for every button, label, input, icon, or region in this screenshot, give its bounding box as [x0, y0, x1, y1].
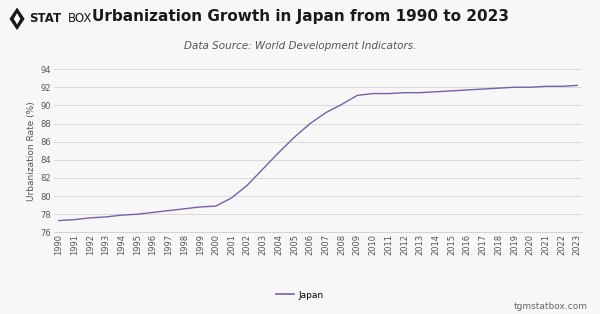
Text: tgmstatbox.com: tgmstatbox.com — [514, 302, 588, 311]
Japan — [71, 218, 78, 222]
Japan — [448, 89, 455, 93]
Text: Data Source: World Development Indicators.: Data Source: World Development Indicator… — [184, 41, 416, 51]
Polygon shape — [14, 13, 20, 24]
Japan — [149, 210, 157, 214]
Japan — [401, 91, 408, 95]
Japan — [558, 84, 565, 88]
Japan — [464, 88, 471, 92]
Japan — [370, 92, 377, 95]
Japan — [134, 212, 141, 216]
Japan — [416, 91, 424, 95]
Japan — [259, 167, 266, 171]
Japan — [527, 85, 534, 89]
Japan — [432, 90, 439, 94]
Text: BOX: BOX — [68, 12, 92, 25]
Japan — [212, 204, 220, 208]
Japan — [479, 87, 487, 91]
Japan — [495, 86, 502, 90]
Text: Urbanization Growth in Japan from 1990 to 2023: Urbanization Growth in Japan from 1990 t… — [91, 9, 509, 24]
Japan — [291, 135, 298, 139]
Japan — [385, 92, 392, 95]
Y-axis label: Urbanization Rate (%): Urbanization Rate (%) — [28, 101, 37, 201]
Japan — [244, 183, 251, 187]
Japan — [307, 122, 314, 125]
Japan — [574, 84, 581, 87]
Polygon shape — [10, 8, 25, 30]
Japan — [228, 196, 235, 200]
Japan — [338, 103, 345, 106]
Japan — [165, 209, 172, 213]
Japan — [511, 85, 518, 89]
Japan — [542, 84, 550, 88]
Line: Japan: Japan — [59, 85, 577, 220]
Japan — [55, 219, 62, 222]
Japan — [181, 207, 188, 211]
Legend: Japan: Japan — [272, 287, 328, 303]
Japan — [353, 94, 361, 97]
Text: STAT: STAT — [29, 12, 61, 25]
Japan — [86, 216, 94, 220]
Japan — [197, 205, 204, 209]
Japan — [275, 151, 283, 154]
Japan — [102, 215, 109, 219]
Japan — [118, 213, 125, 217]
Japan — [322, 111, 329, 115]
